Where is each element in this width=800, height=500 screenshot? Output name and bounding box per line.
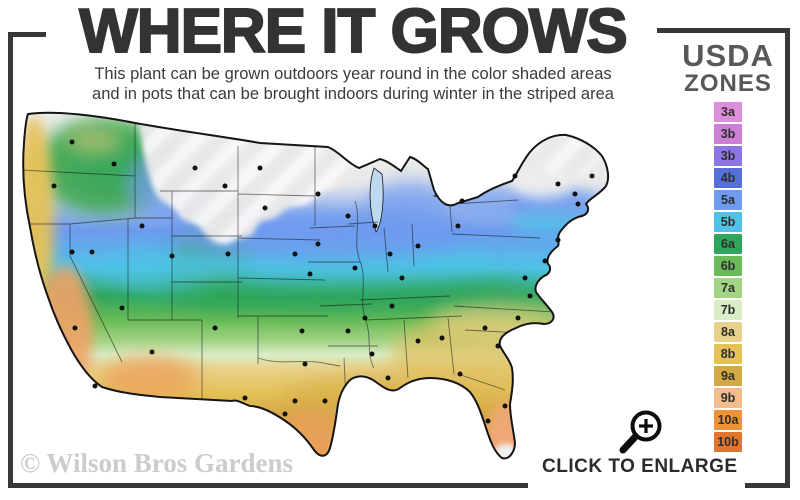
legend-zone-5b: 5b <box>714 212 742 232</box>
city-dot <box>51 183 57 189</box>
city-dot <box>149 349 155 355</box>
frame-border-left <box>8 32 13 488</box>
legend-zone-7b: 7b <box>714 300 742 320</box>
city-dots <box>51 139 595 424</box>
city-dot <box>482 325 488 331</box>
subtitle: This plant can be grown outdoors year ro… <box>28 64 678 104</box>
legend-title-zones: ZONES <box>684 70 772 97</box>
legend-zone-7a: 7a <box>714 278 742 298</box>
frame-border-bottom-right <box>745 483 790 488</box>
city-dot <box>495 343 501 349</box>
city-dot <box>575 201 581 207</box>
city-dot <box>262 205 268 211</box>
legend-zone-6b: 6b <box>714 256 742 276</box>
city-dot <box>299 328 305 334</box>
city-dot <box>92 383 98 389</box>
city-dot <box>555 237 561 243</box>
city-dot <box>89 249 95 255</box>
city-dot <box>385 375 391 381</box>
city-dot <box>322 398 328 404</box>
usda-zones-legend: USDA ZONES 3a 3b 3b 4b 5a 5b 6a 6b 7a 7b 8a 8b 9a 9b 1… <box>670 40 786 454</box>
city-dot <box>111 161 117 167</box>
city-dot <box>345 328 351 334</box>
legend-zone-list: 3a 3b 3b 4b 5a 5b 6a 6b 7a 7b 8a 8b 9a 9b 10a 10b <box>670 102 786 452</box>
city-dot <box>352 265 358 271</box>
subtitle-line-2: and in pots that can be brought indoors … <box>92 85 614 103</box>
header: WHERE IT GROWS This plant can be grown o… <box>28 0 678 104</box>
city-dot <box>512 173 518 179</box>
city-dot <box>589 173 595 179</box>
legend-zone-9a: 9a <box>714 366 742 386</box>
city-dot <box>257 165 263 171</box>
city-dot <box>302 361 308 367</box>
city-dot <box>119 305 125 311</box>
legend-title-usda: USDA <box>682 38 774 73</box>
city-dot <box>212 325 218 331</box>
city-dot <box>415 338 421 344</box>
city-dot <box>72 325 78 331</box>
city-dot <box>139 223 145 229</box>
city-dot <box>387 251 393 257</box>
legend-zone-8a: 8a <box>714 322 742 342</box>
city-dot <box>515 315 521 321</box>
city-dot <box>315 241 321 247</box>
city-dot <box>572 191 578 197</box>
city-dot <box>389 303 395 309</box>
click-to-enlarge-label[interactable]: CLICK TO ENLARGE <box>542 456 738 477</box>
legend-zone-9b: 9b <box>714 388 742 408</box>
city-dot <box>542 258 548 264</box>
frame-border-bottom-left <box>8 483 528 488</box>
city-dot <box>69 249 75 255</box>
city-dot <box>459 198 465 204</box>
legend-zone-3a: 3a <box>714 102 742 122</box>
legend-zone-4b: 4b <box>714 168 742 188</box>
city-dot <box>502 403 508 409</box>
city-dot <box>415 243 421 249</box>
legend-zone-10a: 10a <box>714 410 742 430</box>
city-dot <box>242 395 248 401</box>
city-dot <box>527 293 533 299</box>
city-dot <box>307 271 313 277</box>
legend-zone-8b: 8b <box>714 344 742 364</box>
city-dot <box>369 351 375 357</box>
city-dot <box>222 183 228 189</box>
city-dot <box>292 398 298 404</box>
city-dot <box>345 213 351 219</box>
city-dot <box>522 275 528 281</box>
frame-border-top-right <box>657 28 790 33</box>
legend-zone-3b: 3b <box>714 124 742 144</box>
usda-zone-map[interactable] <box>10 106 655 472</box>
city-dot <box>362 315 368 321</box>
watermark: © Wilson Bros Gardens <box>20 448 293 478</box>
city-dot <box>169 253 175 259</box>
city-dot <box>315 191 321 197</box>
city-dot <box>399 275 405 281</box>
city-dot <box>455 223 461 229</box>
city-dot <box>282 411 288 417</box>
legend-zone-10b: 10b <box>714 432 742 452</box>
city-dot <box>69 139 75 145</box>
subtitle-line-1: This plant can be grown outdoors year ro… <box>94 65 612 83</box>
city-dot <box>292 251 298 257</box>
frame-border-right <box>785 28 790 488</box>
city-dot <box>192 165 198 171</box>
city-dot <box>555 181 561 187</box>
city-dot <box>485 418 491 424</box>
striped-area-maine <box>528 135 600 179</box>
legend-zone-5a: 5a <box>714 190 742 210</box>
city-dot <box>439 335 445 341</box>
magnifier-icon[interactable] <box>606 404 668 462</box>
legend-zone-3b: 3b <box>714 146 742 166</box>
city-dot <box>225 251 231 257</box>
frame-border-top-left <box>8 32 46 37</box>
page-title: WHERE IT GROWS <box>78 0 628 66</box>
city-dot <box>372 223 378 229</box>
legend-zone-6a: 6a <box>714 234 742 254</box>
city-dot <box>457 371 463 377</box>
